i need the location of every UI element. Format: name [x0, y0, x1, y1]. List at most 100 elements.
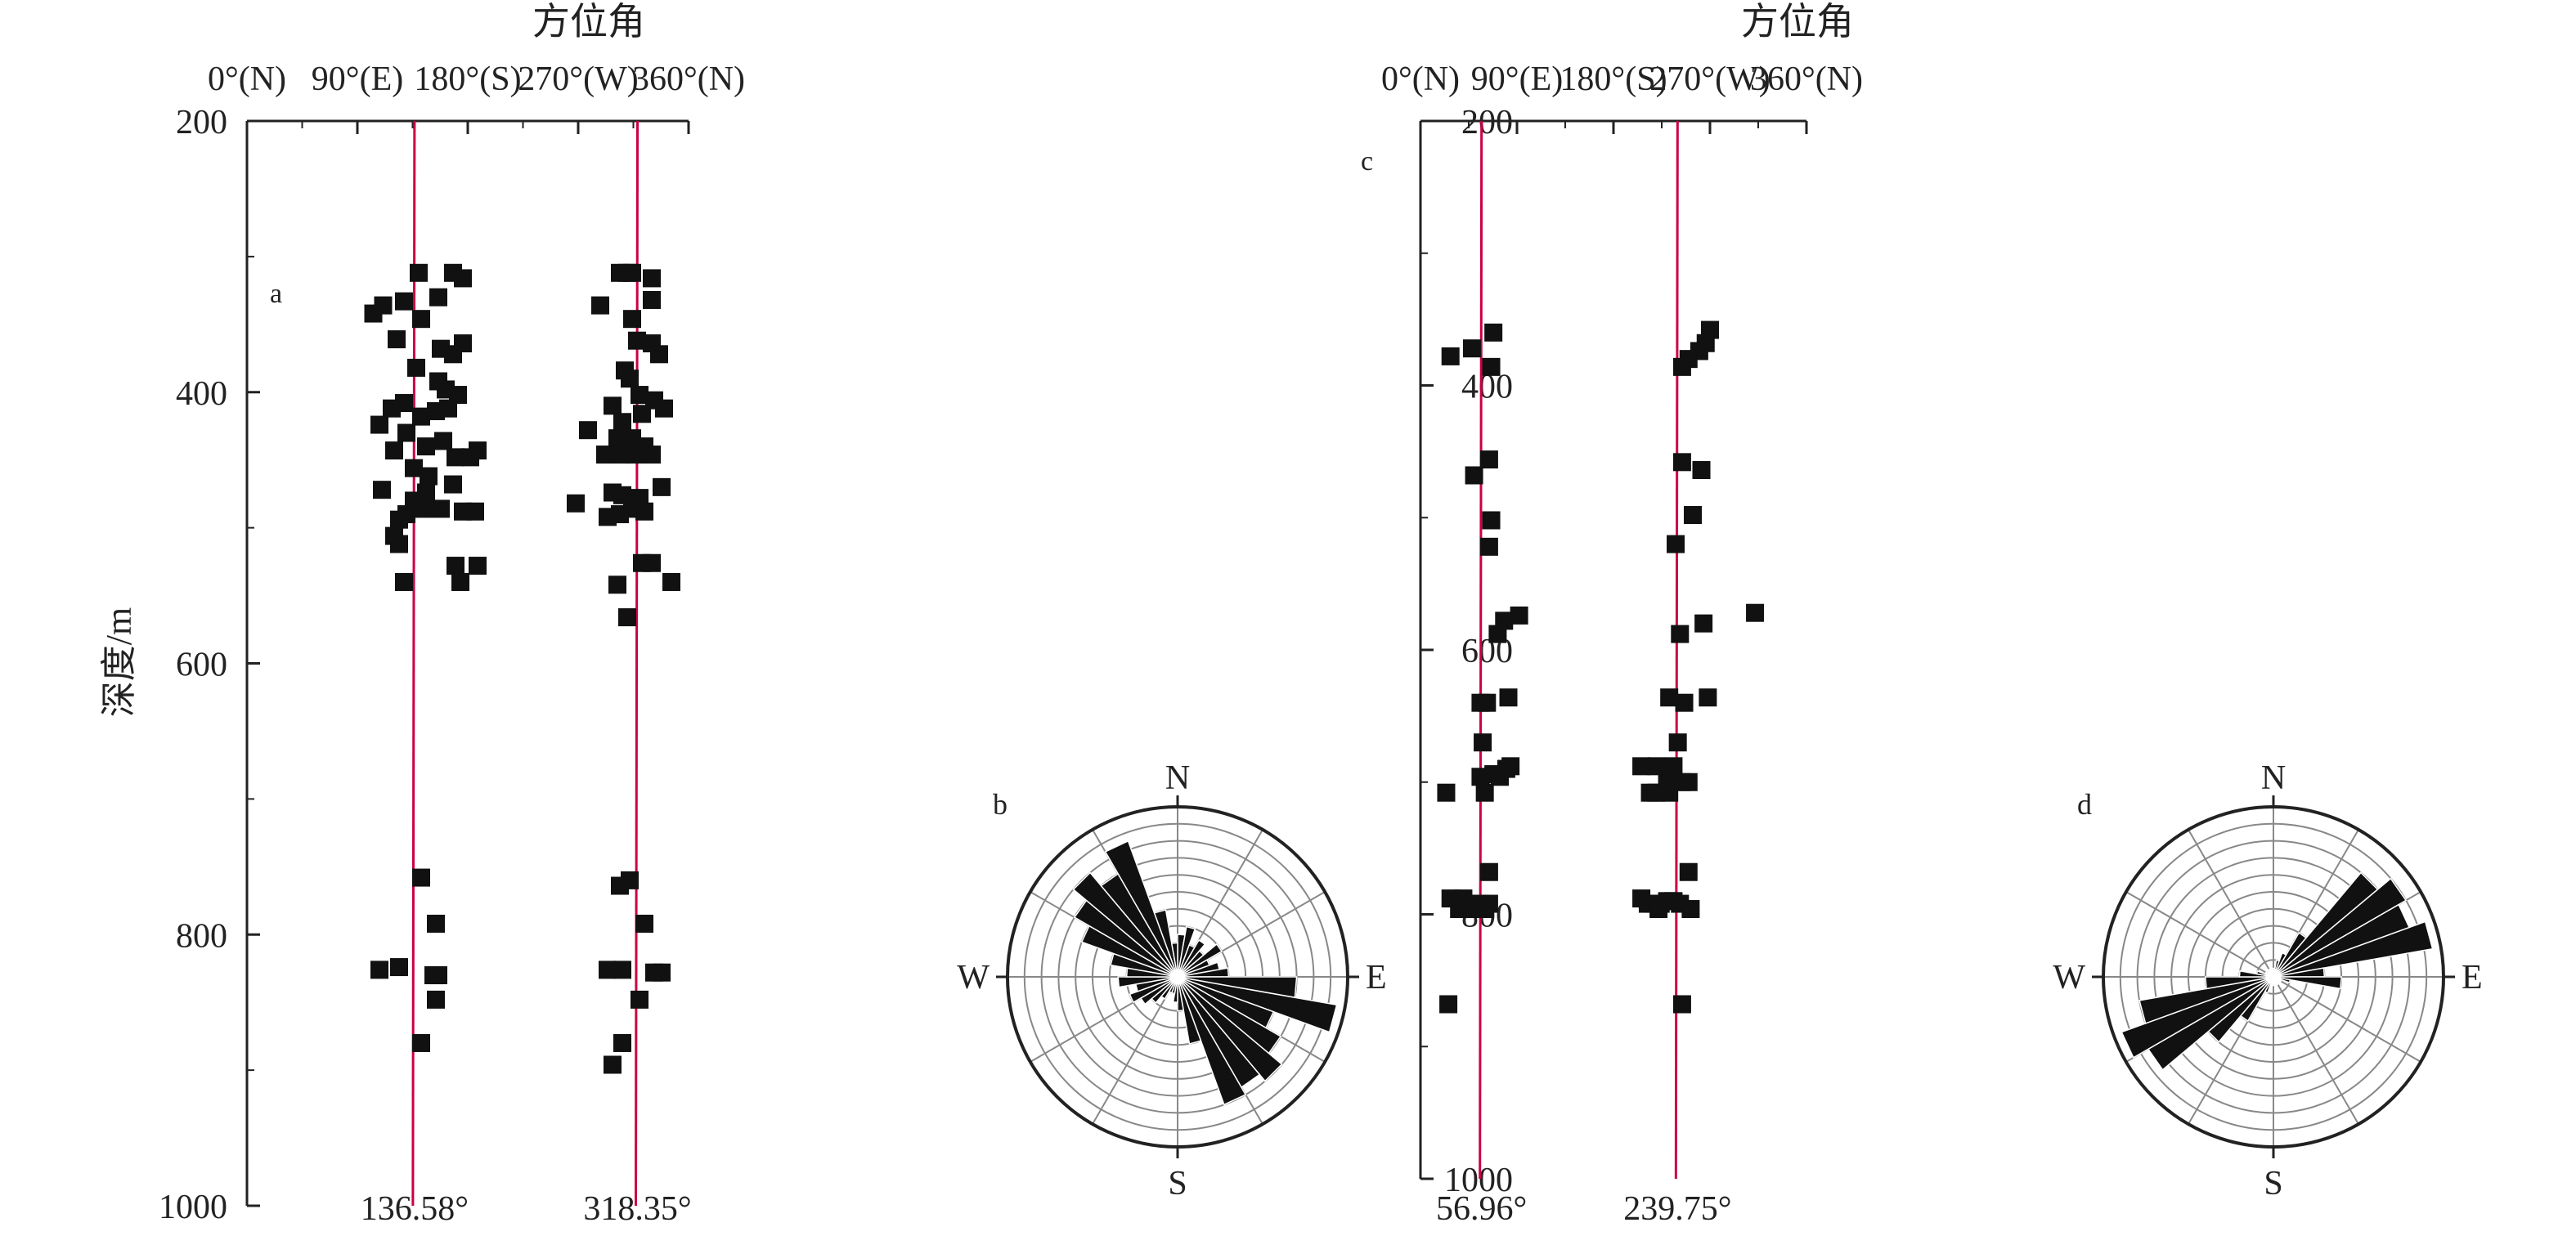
data-point [1675, 693, 1694, 712]
y-tick-label: 200 [1461, 104, 1513, 141]
data-point [444, 475, 462, 494]
data-point [395, 572, 413, 591]
mean-azimuth-line [635, 120, 640, 1207]
x-tick-label: 90°(E) [312, 60, 403, 98]
data-point [608, 575, 626, 594]
data-point [374, 296, 393, 315]
data-point [1471, 768, 1490, 786]
panel-b-rose: b N E S W [957, 759, 1386, 1202]
data-point [407, 358, 425, 377]
data-point [1510, 606, 1528, 625]
mean-azimuth-line [1674, 120, 1679, 1180]
data-point [579, 421, 597, 440]
data-point [390, 510, 408, 529]
y-tick-label: 1000 [1444, 1162, 1513, 1199]
data-point [567, 494, 585, 513]
data-point [599, 961, 617, 979]
data-point [383, 399, 401, 418]
rose-cardinal-label: N [1165, 759, 1190, 797]
data-point [596, 446, 614, 464]
x-tick-label: 0°(N) [208, 60, 286, 98]
data-point [604, 396, 622, 415]
mean-azimuth-label: 56.96° [1436, 1190, 1527, 1228]
data-point [623, 310, 641, 329]
data-point [1679, 862, 1698, 881]
data-point [1664, 757, 1683, 776]
data-point [613, 1033, 631, 1052]
data-point [395, 292, 413, 311]
rose-cardinal-label: E [2462, 959, 2483, 996]
x-tick-label: 270°(W) [1649, 60, 1770, 98]
data-point [1482, 357, 1501, 376]
data-point [1672, 995, 1691, 1014]
data-point [613, 486, 631, 504]
data-point [1441, 347, 1460, 365]
data-point [373, 481, 391, 499]
x-tick-label: 360°(N) [632, 60, 745, 98]
y-tick-label: 600 [176, 647, 227, 684]
data-point [454, 269, 472, 288]
data-point [412, 407, 430, 426]
data-point [466, 502, 484, 521]
panel-a-label: a [270, 279, 282, 309]
data-point [1632, 757, 1651, 776]
panel-a-y-tick-labels: 200 400 600 800 1000 [159, 104, 227, 1226]
data-point [444, 345, 462, 364]
data-point [1684, 506, 1703, 525]
data-point [604, 1055, 622, 1074]
panel-b-label: b [993, 788, 1008, 821]
data-point [412, 1033, 430, 1052]
panel-a-depth-axis-label: 深度/m [99, 607, 139, 717]
data-point [1475, 783, 1494, 802]
data-point [385, 441, 403, 460]
rose-petal [2271, 967, 2274, 978]
data-point [447, 448, 464, 467]
data-point [653, 963, 671, 982]
data-point [1501, 757, 1520, 776]
x-tick-label: 180°(S) [1560, 60, 1667, 98]
rose-grid-spoke [2273, 976, 2359, 1125]
data-point [388, 330, 406, 349]
y-tick-label: 200 [176, 104, 227, 141]
data-point [611, 505, 629, 524]
rose-cardinal-label: W [2053, 959, 2085, 996]
data-point [1479, 862, 1498, 881]
data-point [1668, 733, 1687, 752]
data-point [1479, 537, 1498, 556]
data-point [427, 401, 445, 420]
data-point [643, 290, 661, 309]
data-point [1647, 757, 1666, 776]
panel-a-azimuth-title: 方位角 [532, 1, 645, 43]
panel-d-label: d [2077, 788, 2092, 821]
data-point [412, 868, 430, 887]
data-point [461, 448, 479, 467]
data-point [447, 557, 464, 575]
data-point [1672, 453, 1691, 472]
panel-a-mean-lines [411, 120, 640, 1207]
panel-c-x-tick-labels: 0°(N) 90°(E)180°(S)270°(W)360°(N) [1381, 60, 1863, 98]
panel-c-azimuth-title: 方位角 [1741, 1, 1854, 43]
mean-azimuth-label: 239.75° [1623, 1190, 1731, 1228]
panel-a-mean-labels: 136.58° 318.35° [361, 1190, 692, 1228]
data-point [1672, 357, 1691, 376]
data-point [633, 405, 651, 423]
data-point [390, 535, 408, 553]
data-point [1484, 323, 1503, 342]
y-tick-label: 800 [176, 917, 227, 955]
data-point [613, 413, 631, 432]
rose-cardinal-label: E [1366, 959, 1387, 996]
data-point [417, 437, 435, 456]
data-point [631, 386, 648, 405]
data-point [608, 429, 626, 448]
data-point [420, 467, 438, 486]
data-point [1671, 625, 1690, 643]
mean-azimuth-line [1479, 120, 1483, 1180]
panel-c-scatter: 方位角 0°(N) 90°(E)180°(S)270°(W)360°(N) 200… [1361, 1, 1863, 1228]
data-point [626, 446, 644, 464]
rose-cardinal-label: S [1168, 1165, 1187, 1202]
data-point [662, 572, 680, 591]
data-point [1488, 625, 1507, 643]
data-point [628, 331, 646, 350]
data-point [1439, 995, 1458, 1014]
data-point [1475, 900, 1494, 919]
